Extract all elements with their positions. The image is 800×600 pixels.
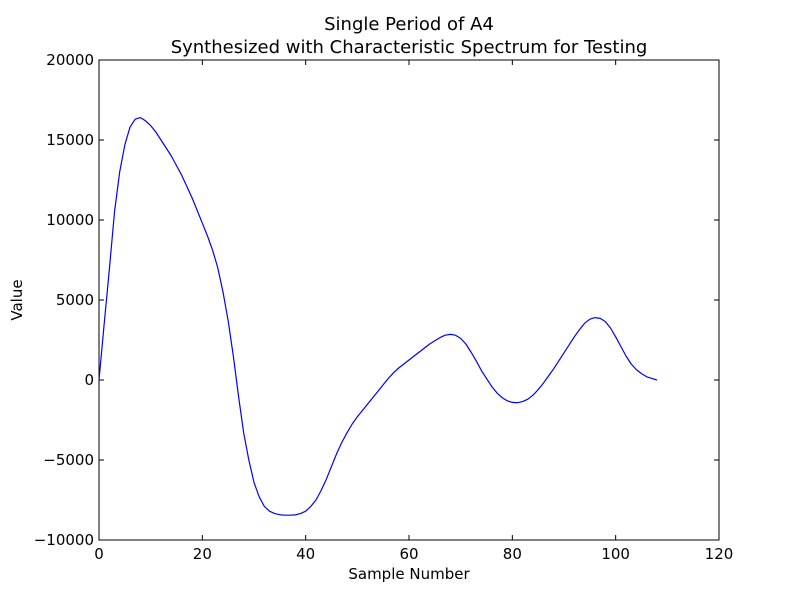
x-tick-label: 0 [94,545,104,563]
x-tick-label: 20 [193,545,212,563]
y-tick-label: 10000 [46,211,94,229]
x-tick-label: 40 [296,545,315,563]
plot-area-frame [98,59,720,541]
x-tick-label: 80 [503,545,522,563]
y-tick-label: −10000 [34,531,94,549]
chart-title-line-1: Single Period of A4 [324,14,494,35]
x-tick-label: 120 [705,545,734,563]
y-tick-label: 5000 [56,291,94,309]
y-tick-label: 15000 [46,131,94,149]
y-tick-label: 20000 [46,51,94,69]
series-layer [98,116,658,516]
y-axis-label: Value [8,279,26,320]
x-tick-label: 60 [399,545,418,563]
chart-title-line-2: Synthesized with Characteristic Spectrum… [171,37,648,58]
series-line-0 [98,116,658,516]
x-axis-label: Sample Number [348,565,470,583]
y-tick-label: −5000 [43,451,94,469]
axis-ticks: 0 20 40 60 80 100 120 −10000 −5000 0 5000 10000 1500… [34,51,734,563]
y-tick-label: 0 [84,371,94,389]
x-tick-label: 100 [601,545,630,563]
chart-title: Single Period of A4 Synthesized with Cha… [171,14,648,58]
